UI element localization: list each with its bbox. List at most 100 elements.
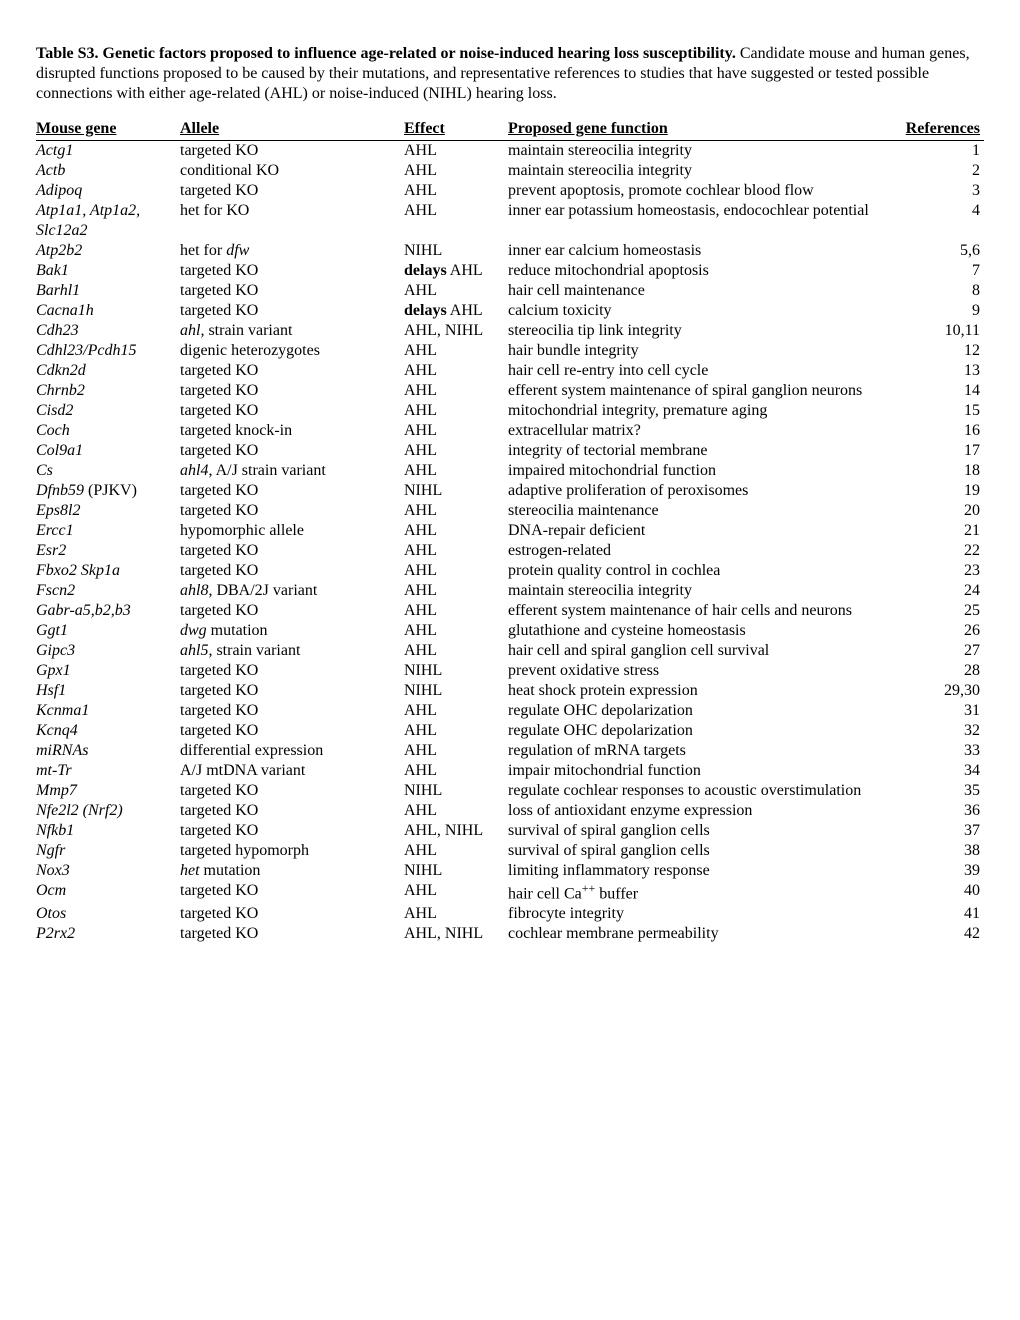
cell-reference: 42 <box>885 924 984 944</box>
table-row: Cdh23ahl, strain variantAHL, NIHLstereoc… <box>36 321 984 341</box>
cell-effect: AHL <box>404 461 508 481</box>
cell-effect: NIHL <box>404 781 508 801</box>
cell-allele: targeted KO <box>180 561 404 581</box>
cell-gene: Fscn2 <box>36 581 180 601</box>
cell-allele: conditional KO <box>180 161 404 181</box>
cell-gene: Cdh23 <box>36 321 180 341</box>
table-row: mt-TrA/J mtDNA variantAHLimpair mitochon… <box>36 761 984 781</box>
cell-reference: 33 <box>885 741 984 761</box>
cell-gene: Esr2 <box>36 541 180 561</box>
cell-allele: targeted KO <box>180 924 404 944</box>
cell-effect: AHL <box>404 701 508 721</box>
cell-function: adaptive proliferation of peroxisomes <box>508 481 885 501</box>
cell-allele: het for dfw <box>180 241 404 261</box>
table-row: P2rx2targeted KOAHL, NIHLcochlear membra… <box>36 924 984 944</box>
cell-gene: Mmp7 <box>36 781 180 801</box>
cell-effect: AHL, NIHL <box>404 321 508 341</box>
cell-reference: 10,11 <box>885 321 984 341</box>
table-row: miRNAsdifferential expressionAHLregulati… <box>36 741 984 761</box>
col-function: Proposed gene function <box>508 118 885 141</box>
cell-effect: AHL <box>404 721 508 741</box>
cell-function: DNA-repair deficient <box>508 521 885 541</box>
cell-function: prevent apoptosis, promote cochlear bloo… <box>508 181 885 201</box>
cell-effect: AHL <box>404 201 508 241</box>
cell-function: calcium toxicity <box>508 301 885 321</box>
cell-allele: targeted KO <box>180 181 404 201</box>
cell-reference: 13 <box>885 361 984 381</box>
genetic-factors-table: Mouse gene Allele Effect Proposed gene f… <box>36 118 984 944</box>
cell-effect: AHL <box>404 281 508 301</box>
table-row: Csahl4, A/J strain variantAHLimpaired mi… <box>36 461 984 481</box>
cell-effect: NIHL <box>404 681 508 701</box>
cell-gene: Atp2b2 <box>36 241 180 261</box>
cell-allele: het for KO <box>180 201 404 241</box>
cell-gene: Ocm <box>36 881 180 904</box>
table-row: Chrnb2targeted KOAHLefferent system main… <box>36 381 984 401</box>
col-references: References <box>885 118 984 141</box>
cell-reference: 23 <box>885 561 984 581</box>
cell-reference: 26 <box>885 621 984 641</box>
cell-reference: 8 <box>885 281 984 301</box>
cell-function: stereocilia tip link integrity <box>508 321 885 341</box>
cell-gene: Fbxo2 Skp1a <box>36 561 180 581</box>
cell-allele: targeted KO <box>180 381 404 401</box>
cell-effect: AHL <box>404 904 508 924</box>
cell-gene: Ngfr <box>36 841 180 861</box>
table-row: Gipc3ahl5, strain variantAHLhair cell an… <box>36 641 984 661</box>
cell-allele: targeted KO <box>180 401 404 421</box>
cell-gene: Ercc1 <box>36 521 180 541</box>
table-row: Kcnma1targeted KOAHLregulate OHC depolar… <box>36 701 984 721</box>
cell-gene: Nfe2l2 (Nrf2) <box>36 801 180 821</box>
cell-reference: 41 <box>885 904 984 924</box>
table-row: Gabr-a5,b2,b3targeted KOAHLefferent syst… <box>36 601 984 621</box>
cell-effect: AHL <box>404 561 508 581</box>
cell-effect: AHL <box>404 381 508 401</box>
cell-function: integrity of tectorial membrane <box>508 441 885 461</box>
cell-effect: AHL, NIHL <box>404 821 508 841</box>
table-row: Cdhl23/Pcdh15digenic heterozygotesAHLhai… <box>36 341 984 361</box>
cell-allele: digenic heterozygotes <box>180 341 404 361</box>
cell-gene: Ggt1 <box>36 621 180 641</box>
table-row: Eps8l2targeted KOAHLstereocilia maintena… <box>36 501 984 521</box>
cell-reference: 39 <box>885 861 984 881</box>
cell-function: maintain stereocilia integrity <box>508 161 885 181</box>
cell-effect: AHL, NIHL <box>404 924 508 944</box>
col-mouse-gene: Mouse gene <box>36 118 180 141</box>
cell-gene: P2rx2 <box>36 924 180 944</box>
table-row: Gpx1targeted KONIHLprevent oxidative str… <box>36 661 984 681</box>
table-row: Actbconditional KOAHLmaintain stereocili… <box>36 161 984 181</box>
table-row: Esr2targeted KOAHLestrogen-related22 <box>36 541 984 561</box>
cell-function: prevent oxidative stress <box>508 661 885 681</box>
cell-gene: Nfkb1 <box>36 821 180 841</box>
cell-effect: AHL <box>404 601 508 621</box>
cell-function: efferent system maintenance of spiral ga… <box>508 381 885 401</box>
cell-reference: 29,30 <box>885 681 984 701</box>
cell-allele: targeted KO <box>180 721 404 741</box>
table-row: Nox3het mutationNIHLlimiting inflammator… <box>36 861 984 881</box>
cell-allele: targeted hypomorph <box>180 841 404 861</box>
cell-allele: ahl8, DBA/2J variant <box>180 581 404 601</box>
table-row: Cochtargeted knock-inAHLextracellular ma… <box>36 421 984 441</box>
cell-allele: targeted KO <box>180 501 404 521</box>
table-header-row: Mouse gene Allele Effect Proposed gene f… <box>36 118 984 141</box>
cell-gene: Chrnb2 <box>36 381 180 401</box>
cell-function: hair bundle integrity <box>508 341 885 361</box>
table-row: Atp2b2het for dfwNIHLinner ear calcium h… <box>36 241 984 261</box>
cell-effect: AHL <box>404 501 508 521</box>
col-allele: Allele <box>180 118 404 141</box>
cell-function: impair mitochondrial function <box>508 761 885 781</box>
cell-gene: Actg1 <box>36 141 180 162</box>
cell-gene: Cisd2 <box>36 401 180 421</box>
cell-reference: 36 <box>885 801 984 821</box>
cell-reference: 16 <box>885 421 984 441</box>
cell-function: limiting inflammatory response <box>508 861 885 881</box>
table-row: Bak1targeted KOdelays AHLreduce mitochon… <box>36 261 984 281</box>
cell-function: protein quality control in cochlea <box>508 561 885 581</box>
table-row: Col9a1targeted KOAHLintegrity of tectori… <box>36 441 984 461</box>
cell-reference: 22 <box>885 541 984 561</box>
cell-reference: 7 <box>885 261 984 281</box>
cell-reference: 40 <box>885 881 984 904</box>
cell-allele: targeted KO <box>180 281 404 301</box>
cell-gene: Kcnq4 <box>36 721 180 741</box>
table-row: Mmp7targeted KONIHLregulate cochlear res… <box>36 781 984 801</box>
